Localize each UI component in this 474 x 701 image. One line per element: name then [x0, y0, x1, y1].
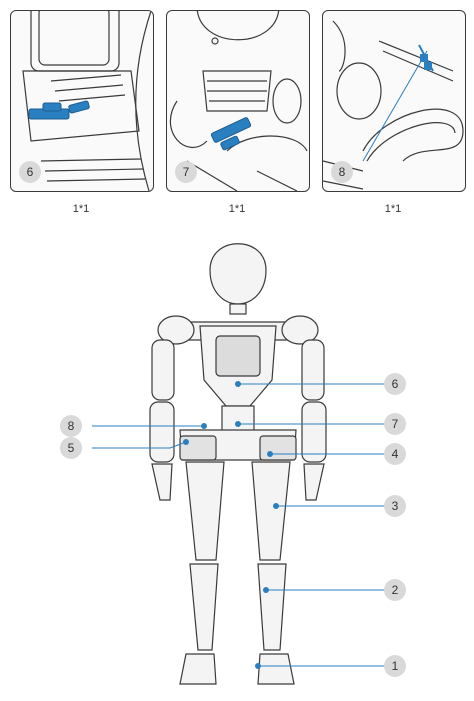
callout-badge-3: 3 — [384, 495, 406, 517]
callout-badge-5: 5 — [60, 437, 82, 459]
callout-badge-7: 7 — [384, 413, 406, 435]
callout-badge-6: 6 — [384, 373, 406, 395]
detail-panel-3: 8 — [322, 10, 466, 192]
detail-illustration-1 — [22, 11, 152, 191]
detail-illustration-2 — [169, 11, 308, 191]
callout-badge-1: 1 — [384, 655, 406, 677]
panel-badge: 6 — [19, 161, 41, 183]
panel-caption: 1*1 — [72, 203, 90, 215]
panel-caption: 1*1 — [384, 203, 402, 215]
detail-panel-2: 7 — [166, 10, 310, 192]
connector-highlight — [210, 117, 252, 151]
panel-badge: 8 — [331, 161, 353, 183]
callout-badge-8: 8 — [60, 415, 82, 437]
panel-badge: 7 — [175, 161, 197, 183]
panel-caption: 1*1 — [228, 203, 246, 215]
leader-lines — [92, 383, 384, 667]
callout-badge-2: 2 — [384, 579, 406, 601]
robot-diagram — [92, 243, 384, 685]
detail-illustration-3 — [323, 20, 464, 190]
callout-badge-4: 4 — [384, 443, 406, 465]
detail-panel-1: 6 — [10, 10, 154, 192]
connector-highlight — [28, 100, 90, 120]
cable-highlight — [362, 44, 434, 162]
